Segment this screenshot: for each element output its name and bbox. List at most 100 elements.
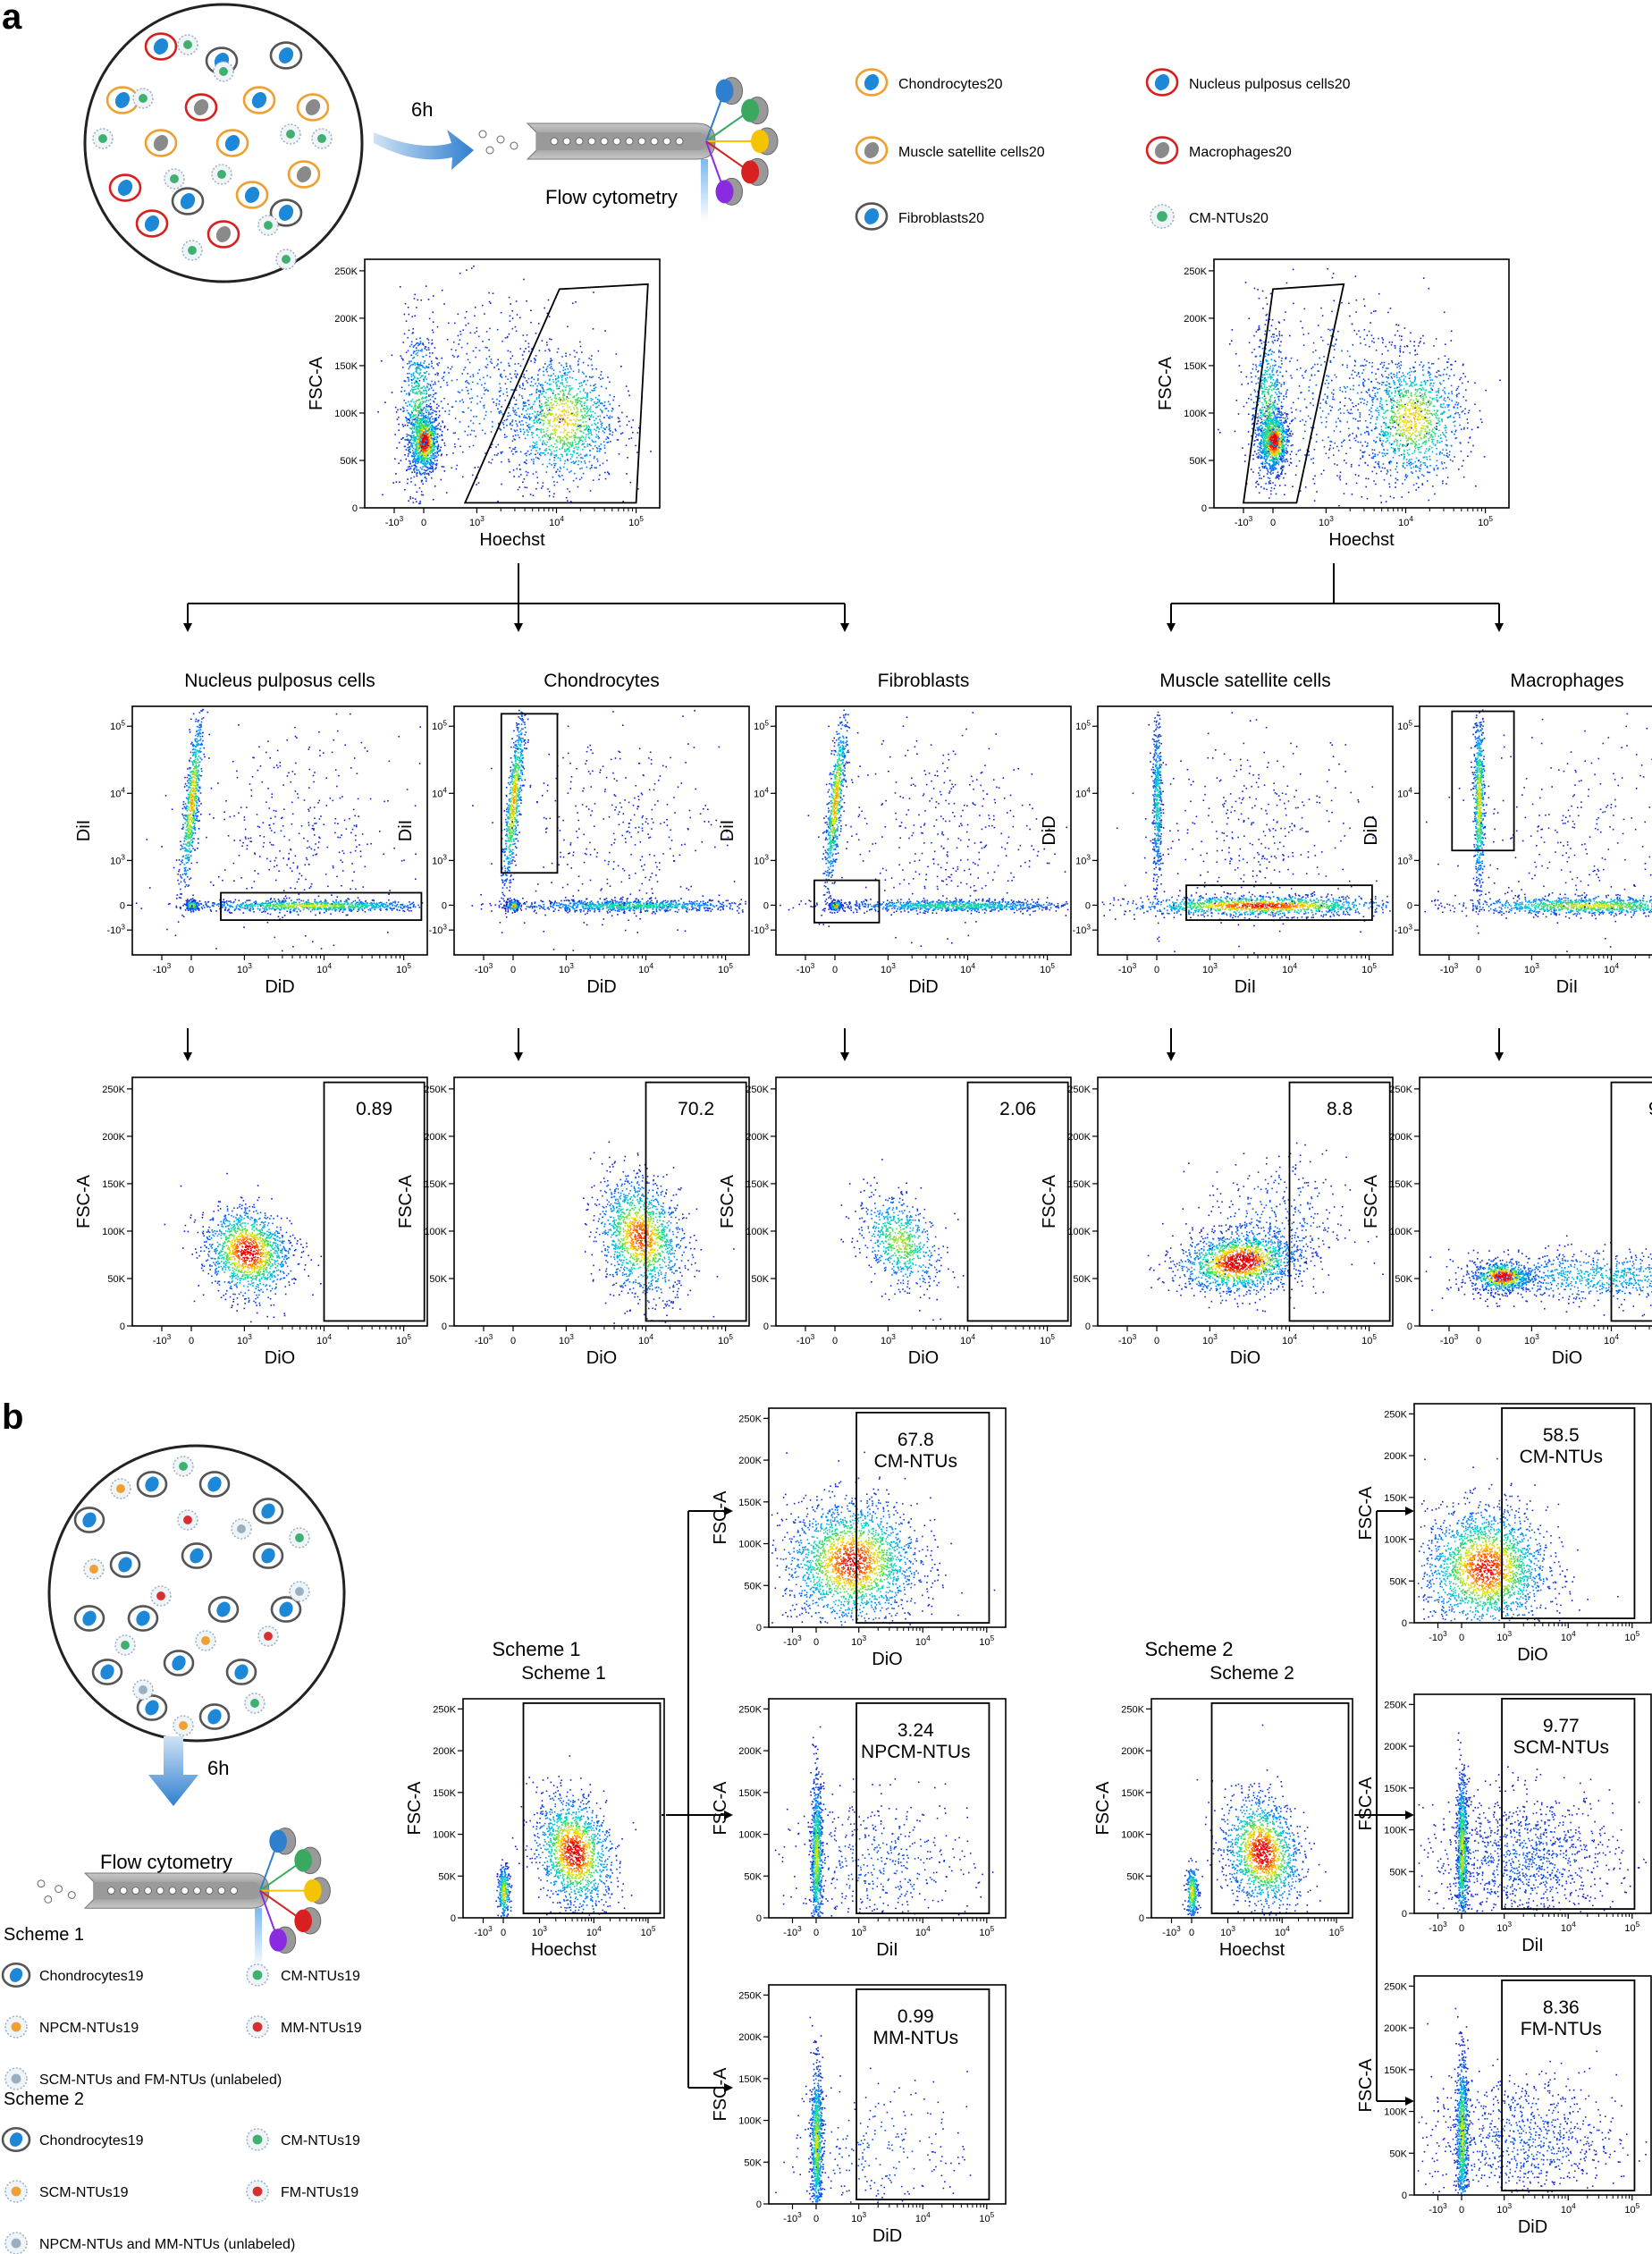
event-dot bbox=[544, 413, 545, 415]
cell-icon bbox=[209, 1597, 238, 1621]
event-dot bbox=[434, 428, 435, 430]
cell-icon bbox=[856, 138, 887, 164]
event-dot bbox=[516, 400, 518, 401]
event-dot bbox=[418, 502, 420, 504]
event-dot bbox=[424, 393, 426, 394]
cell-icon bbox=[227, 1659, 256, 1684]
event-dot bbox=[426, 393, 428, 394]
event-dot bbox=[435, 411, 437, 413]
event-dot bbox=[409, 452, 411, 453]
event-dot bbox=[414, 393, 416, 394]
event-dot bbox=[527, 472, 529, 474]
event-dot bbox=[600, 421, 602, 423]
event-dot bbox=[438, 454, 440, 456]
event-dot bbox=[427, 442, 429, 443]
event-dot bbox=[584, 417, 586, 418]
event-dot bbox=[570, 501, 572, 502]
event-dot bbox=[417, 355, 418, 357]
event-dot bbox=[563, 424, 565, 426]
event-dot bbox=[583, 390, 585, 392]
event-dot bbox=[431, 452, 433, 454]
event-dot bbox=[415, 385, 417, 387]
event-dot bbox=[406, 320, 408, 322]
nanoparticle-core bbox=[237, 1524, 246, 1533]
event-dot bbox=[415, 452, 417, 454]
event-dot bbox=[408, 413, 409, 415]
legend-a-item: Muscle satellite cells20 bbox=[898, 145, 1045, 160]
nanoparticle-core bbox=[121, 1641, 130, 1650]
event-dot bbox=[425, 387, 426, 389]
nanoparticle-icon bbox=[258, 215, 278, 235]
particle-stream-dot bbox=[194, 1887, 201, 1895]
event-dot bbox=[425, 376, 426, 377]
event-dot bbox=[593, 376, 594, 378]
event-dot bbox=[418, 343, 420, 345]
event-dot bbox=[510, 303, 511, 305]
particle-stream-dot bbox=[613, 138, 620, 145]
nanoparticle-core bbox=[188, 246, 197, 255]
event-dot bbox=[430, 426, 432, 428]
nanoparticle-core bbox=[286, 130, 295, 139]
event-dot bbox=[554, 443, 556, 445]
event-dot bbox=[426, 464, 427, 466]
event-dot bbox=[553, 369, 555, 371]
event-dot bbox=[417, 475, 418, 477]
event-dot bbox=[431, 412, 433, 414]
event-dot bbox=[433, 332, 434, 333]
event-dot bbox=[605, 408, 607, 409]
event-dot bbox=[422, 484, 424, 485]
event-dot bbox=[419, 420, 421, 422]
event-dot bbox=[544, 435, 546, 437]
event-dot bbox=[426, 480, 427, 482]
nanoparticle-core bbox=[250, 1699, 259, 1708]
event-dot bbox=[408, 467, 409, 469]
event-dot bbox=[573, 480, 575, 482]
event-dot bbox=[405, 402, 407, 404]
event-dot bbox=[569, 491, 570, 493]
event-dot bbox=[573, 407, 575, 409]
event-dot bbox=[518, 394, 520, 396]
event-dot bbox=[580, 410, 582, 412]
incubation-time-b: 6h bbox=[207, 1757, 229, 1779]
event-dot bbox=[414, 427, 416, 429]
event-dot bbox=[411, 406, 413, 408]
event-dot bbox=[425, 377, 426, 379]
event-dot bbox=[594, 441, 596, 443]
event-dot bbox=[586, 441, 587, 443]
event-dot bbox=[434, 393, 436, 394]
event-dot bbox=[431, 444, 433, 446]
cell-icon bbox=[856, 70, 887, 96]
event-dot bbox=[600, 403, 602, 405]
event-dot bbox=[409, 384, 410, 386]
event-dot bbox=[415, 364, 417, 366]
event-dot bbox=[560, 443, 561, 444]
event-dot bbox=[556, 385, 558, 387]
event-dot bbox=[430, 452, 432, 454]
event-dot bbox=[576, 407, 577, 409]
event-dot bbox=[428, 339, 430, 341]
event-dot bbox=[419, 369, 421, 371]
detector-filter bbox=[741, 99, 759, 122]
event-dot bbox=[434, 420, 436, 422]
event-dot bbox=[535, 443, 536, 444]
event-dot bbox=[419, 426, 421, 428]
event-dot bbox=[512, 355, 514, 357]
event-dot bbox=[426, 478, 427, 480]
event-dot bbox=[410, 401, 412, 402]
event-dot bbox=[398, 462, 400, 464]
event-dot bbox=[515, 420, 517, 422]
cell-icon bbox=[200, 1472, 229, 1496]
event-dot bbox=[444, 445, 446, 447]
nanoparticle-icon bbox=[247, 2129, 268, 2150]
event-dot bbox=[397, 409, 399, 411]
event-dot bbox=[414, 436, 416, 438]
event-dot bbox=[538, 429, 540, 431]
event-dot bbox=[411, 376, 413, 377]
event-dot bbox=[414, 350, 416, 352]
event-dot bbox=[590, 385, 592, 387]
event-dot bbox=[588, 426, 590, 427]
event-dot bbox=[558, 416, 560, 418]
nanoparticle-core bbox=[12, 2187, 21, 2197]
event-dot bbox=[416, 469, 417, 470]
event-dot bbox=[407, 447, 409, 449]
